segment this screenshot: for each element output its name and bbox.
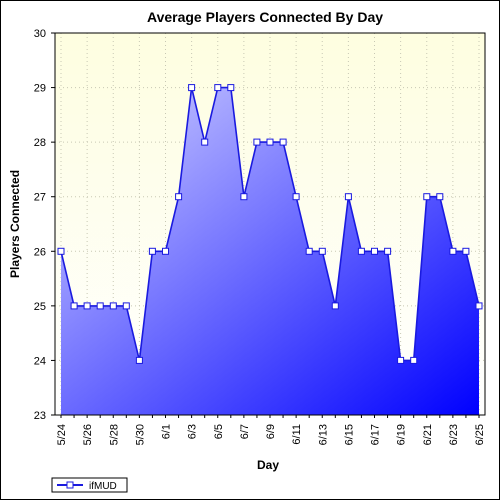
data-point	[305, 247, 313, 255]
data-point	[410, 356, 418, 364]
data-point	[148, 247, 156, 255]
x-tick-label: 6/5	[213, 424, 225, 439]
y-tick-label: 27	[34, 192, 46, 204]
x-tick-label: 5/30	[134, 424, 146, 445]
y-axis-ticks: 23 24 25 26 27 28 29 30	[34, 28, 55, 422]
legend-marker-swatch	[66, 481, 74, 489]
y-tick-label: 25	[34, 301, 46, 313]
x-tick-label: 5/26	[82, 424, 94, 445]
x-tick-label: 6/17	[370, 424, 382, 445]
data-point	[227, 84, 235, 92]
x-tick-label: 6/1	[161, 424, 173, 439]
data-point	[331, 302, 339, 310]
data-point	[449, 247, 457, 255]
data-point	[279, 138, 287, 146]
x-tick-label: 5/28	[108, 424, 120, 445]
data-point	[344, 193, 352, 201]
data-point	[436, 193, 444, 201]
data-point	[266, 138, 274, 146]
data-point	[318, 247, 326, 255]
series-area-fill	[61, 87, 479, 415]
legend-label: ifMUD	[89, 481, 117, 492]
y-tick-label: 24	[34, 355, 46, 367]
data-point	[357, 247, 365, 255]
x-tick-label: 6/13	[317, 424, 329, 445]
x-tick-label: 6/9	[265, 424, 277, 439]
x-tick-label: 6/23	[448, 424, 460, 445]
data-point	[462, 247, 470, 255]
data-point	[253, 138, 261, 146]
data-point	[371, 247, 378, 255]
y-tick-label: 30	[34, 28, 46, 40]
y-tick-label: 29	[34, 83, 46, 95]
data-markers	[57, 84, 483, 364]
x-tick-label: 6/19	[396, 424, 408, 445]
data-point	[57, 247, 65, 255]
data-point	[188, 84, 196, 92]
series-area	[61, 87, 479, 415]
data-point	[384, 247, 392, 255]
data-point	[292, 193, 300, 201]
data-point	[475, 302, 483, 310]
x-tick-label: 6/3	[187, 424, 199, 439]
x-tick-label: 5/24	[56, 424, 68, 445]
data-point	[122, 302, 130, 310]
chart-title: Average Players Connected By Day	[147, 9, 383, 25]
data-point	[240, 193, 248, 201]
x-tick-label: 6/25	[474, 424, 486, 445]
y-axis-label: Players Connected	[8, 170, 22, 278]
x-tick-label: 6/7	[239, 424, 251, 439]
data-point	[96, 302, 104, 310]
data-point	[162, 247, 169, 255]
data-point	[135, 356, 143, 364]
data-point	[397, 356, 405, 364]
y-tick-label: 26	[34, 246, 46, 258]
data-point	[83, 302, 91, 310]
data-point	[423, 193, 431, 201]
x-axis-label: Day	[257, 458, 279, 472]
data-point	[201, 138, 209, 146]
data-point	[175, 193, 183, 201]
data-point	[109, 302, 117, 310]
data-point	[70, 302, 78, 310]
x-axis-ticks: 5/24 5/26 5/28 5/30 6/1 6/3 6/5 6/7 6/9 6/11 6/13 6…	[56, 415, 486, 445]
y-tick-label: 28	[34, 137, 46, 149]
legend: ifMUD	[51, 477, 128, 493]
x-tick-label: 6/15	[343, 424, 355, 445]
y-tick-label: 23	[34, 410, 46, 422]
x-tick-label: 6/21	[422, 424, 434, 445]
data-point	[214, 84, 222, 92]
x-tick-label: 6/11	[291, 424, 303, 445]
